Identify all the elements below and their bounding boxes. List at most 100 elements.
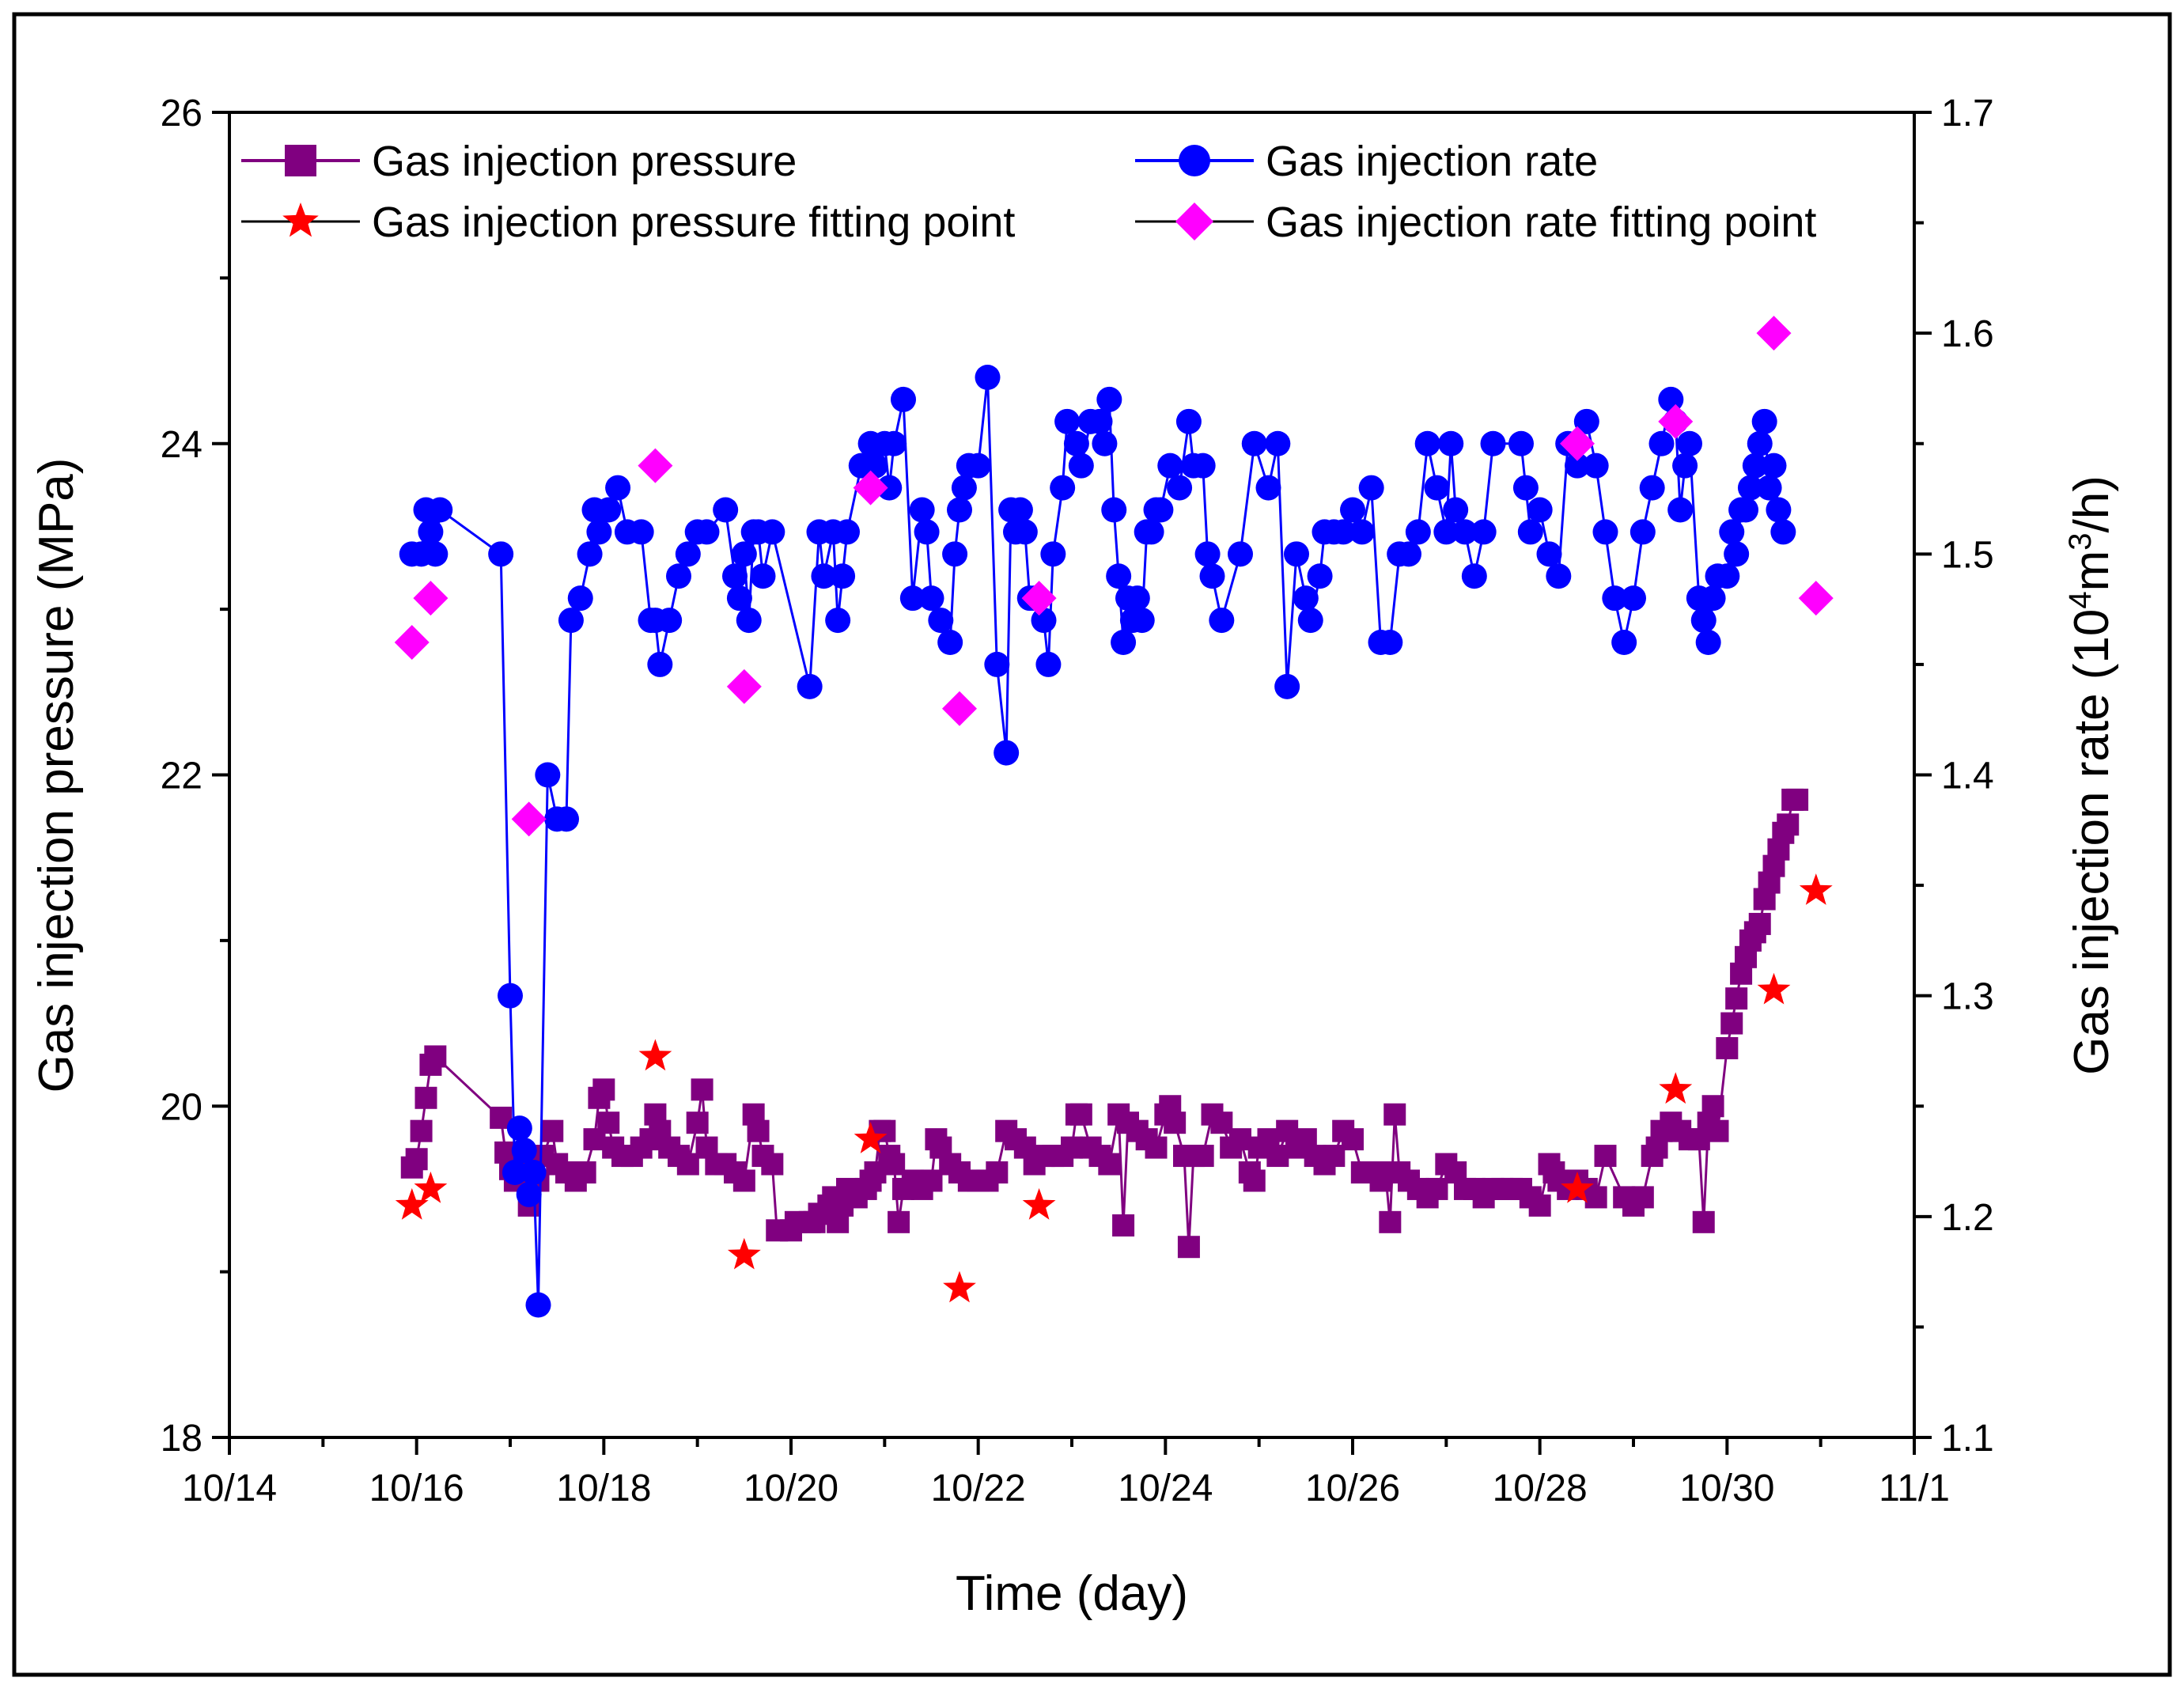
rate-point [567, 585, 593, 612]
x-tick-label: 10/16 [369, 1467, 464, 1509]
pressure-point [1243, 1169, 1266, 1192]
rate-fit-point [394, 625, 430, 660]
legend-label: Gas injection pressure fitting point [372, 199, 1015, 246]
rate-point [1157, 453, 1183, 479]
pressure-point [1177, 1236, 1200, 1259]
y-right-title-sup: 3 [2063, 532, 2098, 550]
rate-point [984, 651, 1010, 677]
pressure-point [1720, 1012, 1743, 1035]
rate-point [1007, 497, 1033, 523]
pressure-point [597, 1111, 620, 1134]
pressure-point [1266, 1145, 1289, 1168]
pressure-point [747, 1119, 770, 1142]
pressure-point [1061, 1136, 1083, 1159]
rate-point [825, 608, 851, 634]
rate-point [1167, 475, 1193, 501]
rate-point [1190, 453, 1216, 479]
pressure-point [1342, 1128, 1364, 1151]
legend-square-marker [285, 145, 316, 176]
rate-point [1138, 519, 1164, 545]
rate-point [1101, 497, 1127, 523]
y-left-tick-label: 18 [161, 1418, 203, 1460]
rate-point [628, 519, 654, 545]
pressure-point [1098, 1153, 1121, 1176]
x-tick-label: 11/1 [1879, 1467, 1950, 1509]
y-right-tick-label: 1.4 [1941, 756, 1994, 797]
rate-fit-point [638, 448, 673, 483]
rate-fit-point [1658, 403, 1694, 439]
pressure-point [541, 1119, 564, 1142]
rate-point [1747, 430, 1773, 456]
rate-point [891, 386, 916, 412]
x-axis-title: Time (day) [956, 1566, 1188, 1621]
rate-point [586, 519, 612, 545]
pressure-point [920, 1169, 943, 1192]
rate-point [1573, 408, 1599, 434]
rate-point [1307, 563, 1333, 589]
pressure-fit-point [638, 1039, 672, 1071]
rate-point [928, 608, 954, 634]
rate-point [1714, 563, 1740, 589]
pressure-point [405, 1148, 428, 1171]
y-right-tick-label: 1.3 [1941, 976, 1994, 1018]
rate-point [1175, 408, 1202, 434]
x-tick-label: 10/30 [1679, 1467, 1774, 1509]
pressure-point [1210, 1111, 1233, 1134]
rate-point [713, 497, 739, 523]
rate-fit-point [1560, 426, 1595, 461]
rate-point [1756, 475, 1782, 501]
y-left-axis-title: Gas injection pressure (MPa) [29, 458, 84, 1093]
rate-point [1565, 453, 1590, 479]
rate-point [1040, 541, 1066, 567]
pressure-point [1229, 1128, 1251, 1151]
pressure-point [1069, 1103, 1092, 1126]
rate-point [975, 365, 1001, 390]
legend-diamond-marker [1175, 203, 1213, 240]
pressure-point [1748, 912, 1771, 935]
rate-point [1377, 630, 1403, 655]
rate-fit-point [1021, 581, 1057, 616]
rate-point [1050, 475, 1076, 501]
pressure-fit-point [1659, 1072, 1693, 1104]
pressure-fit-point [854, 1122, 888, 1153]
rate-point [1480, 430, 1506, 456]
rate-point [554, 806, 579, 832]
rate-point [535, 762, 561, 788]
rate-point [1621, 585, 1646, 612]
rate-point [488, 541, 514, 567]
rate-point [1358, 475, 1384, 501]
rate-point [1527, 497, 1553, 523]
pressure-fit-point [1022, 1187, 1056, 1220]
pressure-point [592, 1078, 615, 1101]
rate-point [731, 541, 757, 567]
rate-point [876, 475, 903, 501]
rate-point [1340, 497, 1365, 523]
series-0 [400, 788, 1809, 1259]
y-right-tick-labels: 1.1 1.2 1.3 1.4 1.5 1.6 1.7 [1941, 93, 1994, 1460]
y-right-tick-label: 1.1 [1941, 1418, 1994, 1460]
y-right-tick-label: 1.5 [1941, 534, 1994, 576]
pressure-point [424, 1045, 447, 1068]
rate-point [937, 630, 963, 655]
pressure-point [691, 1078, 713, 1101]
legend-item-pressure-fit: Gas injection pressure fitting point [241, 199, 1015, 246]
rate-point [951, 475, 977, 501]
rate-point [1148, 497, 1174, 523]
rate-point [1349, 519, 1375, 545]
rate-point [1611, 630, 1637, 655]
rate-point [942, 541, 968, 567]
rate-point [1452, 519, 1478, 545]
pressure-point [1323, 1145, 1346, 1168]
rate-point [1648, 430, 1675, 456]
rate-point [694, 519, 720, 545]
axis-ticks [212, 111, 1932, 1455]
rate-fit-point [1798, 581, 1834, 616]
rate-point [1695, 630, 1721, 655]
pressure-fit-point [1757, 972, 1791, 1005]
rate-point [1639, 475, 1665, 501]
rate-fit-point [853, 470, 888, 506]
rate-point [1199, 563, 1225, 589]
rate-point [1602, 585, 1628, 612]
rate-point [427, 497, 453, 523]
